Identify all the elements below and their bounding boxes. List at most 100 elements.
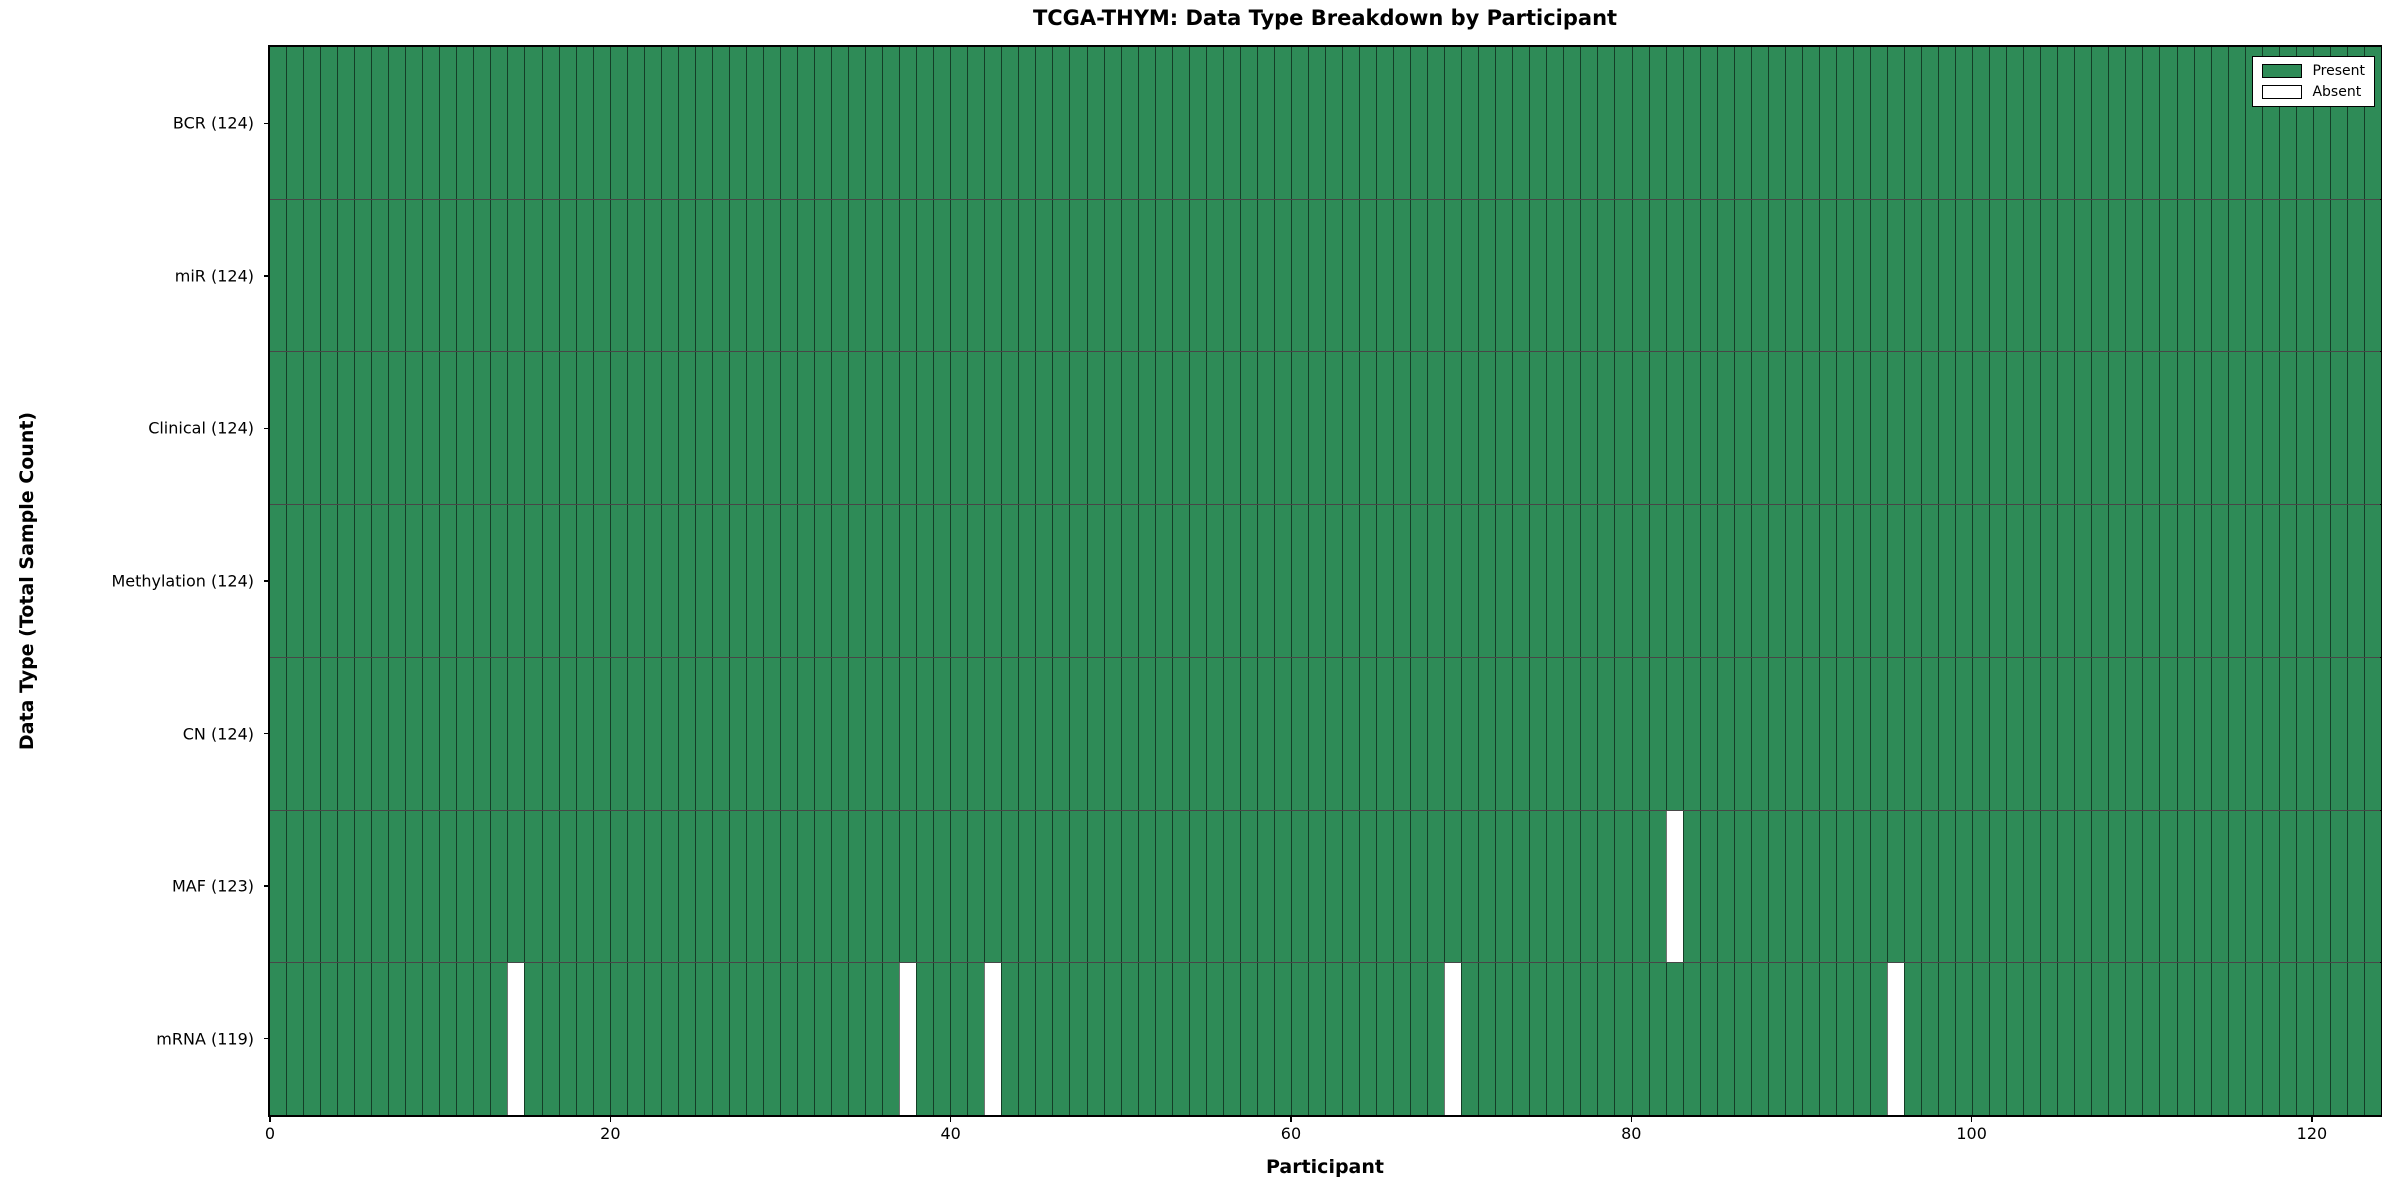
heatmap-cell bbox=[2142, 352, 2160, 505]
heatmap-cell bbox=[1427, 352, 1445, 505]
heatmap-cell bbox=[1597, 199, 1615, 352]
heatmap-cell bbox=[1171, 505, 1189, 657]
heatmap-cell bbox=[1103, 505, 1121, 657]
heatmap-cell bbox=[1256, 810, 1274, 963]
heatmap-cell bbox=[1188, 963, 1206, 1116]
heatmap-cell bbox=[524, 505, 542, 657]
heatmap-cell bbox=[354, 47, 372, 199]
heatmap-cell bbox=[2057, 199, 2075, 352]
heatmap-cell bbox=[2074, 47, 2092, 199]
heatmap-cell bbox=[1444, 505, 1462, 657]
heatmap-cell bbox=[1921, 963, 1939, 1116]
y-tick-label-Methylation: Methylation (124) bbox=[111, 571, 254, 591]
heatmap-cell bbox=[2057, 963, 2075, 1116]
heatmap-cell bbox=[2159, 352, 2177, 505]
heatmap-cell bbox=[388, 199, 406, 352]
heatmap-cell bbox=[1631, 810, 1649, 963]
heatmap-cell bbox=[2261, 505, 2279, 657]
heatmap-cell bbox=[592, 505, 610, 657]
heatmap-cell bbox=[1631, 352, 1649, 505]
heatmap-cell bbox=[2210, 810, 2228, 963]
heatmap-cell bbox=[1120, 810, 1138, 963]
heatmap-cell bbox=[490, 657, 508, 810]
heatmap-cell bbox=[2057, 352, 2075, 505]
heatmap-cell bbox=[2244, 352, 2262, 505]
heatmap-cell bbox=[1682, 657, 1700, 810]
heatmap-cell bbox=[592, 810, 610, 963]
heatmap-cell bbox=[2006, 657, 2024, 810]
heatmap-cell bbox=[2193, 199, 2211, 352]
heatmap-cell bbox=[1273, 505, 1291, 657]
heatmap-cell bbox=[1001, 963, 1019, 1116]
heatmap-cell bbox=[2006, 810, 2024, 963]
heatmap-cell bbox=[865, 657, 883, 810]
heatmap-cell bbox=[1648, 657, 1666, 810]
heatmap-cell bbox=[2023, 505, 2041, 657]
heatmap-cell bbox=[1955, 963, 1973, 1116]
heatmap-cell bbox=[865, 47, 883, 199]
heatmap-cell bbox=[1222, 505, 1240, 657]
heatmap-cell bbox=[933, 199, 951, 352]
heatmap-cell bbox=[643, 199, 661, 352]
heatmap-cell bbox=[2040, 505, 2058, 657]
heatmap-cell bbox=[677, 963, 695, 1116]
heatmap-cell bbox=[2346, 657, 2364, 810]
heatmap-cell bbox=[1103, 352, 1121, 505]
heatmap-cell bbox=[711, 963, 729, 1116]
heatmap-cell bbox=[1086, 352, 1104, 505]
heatmap-cell bbox=[2227, 963, 2245, 1116]
heatmap-cell bbox=[1614, 810, 1632, 963]
heatmap-cell bbox=[1784, 47, 1802, 199]
heatmap-cell bbox=[1852, 47, 1870, 199]
heatmap-cell bbox=[2074, 505, 2092, 657]
heatmap-cell bbox=[1290, 505, 1308, 657]
heatmap-cell bbox=[1529, 963, 1547, 1116]
heatmap-cell bbox=[2125, 47, 2143, 199]
heatmap-cell bbox=[831, 199, 849, 352]
heatmap-cell bbox=[337, 352, 355, 505]
heatmap-cell bbox=[1256, 199, 1274, 352]
heatmap-cell bbox=[1784, 963, 1802, 1116]
heatmap-cell bbox=[728, 352, 746, 505]
heatmap-cell bbox=[848, 657, 866, 810]
heatmap-cell bbox=[814, 199, 832, 352]
heatmap-cell bbox=[2346, 810, 2364, 963]
heatmap-cell bbox=[1835, 199, 1853, 352]
heatmap-cell bbox=[524, 963, 542, 1116]
x-tick-mark bbox=[1290, 1117, 1292, 1122]
heatmap-cell bbox=[388, 505, 406, 657]
heatmap-cell bbox=[1750, 657, 1768, 810]
heatmap-cell bbox=[1444, 352, 1462, 505]
heatmap-cell bbox=[1154, 352, 1172, 505]
heatmap-cell bbox=[779, 47, 797, 199]
heatmap-cell bbox=[660, 963, 678, 1116]
heatmap-cell bbox=[1239, 963, 1257, 1116]
heatmap-cell bbox=[1989, 963, 2007, 1116]
heatmap-cell bbox=[848, 47, 866, 199]
heatmap-cell bbox=[1699, 505, 1717, 657]
heatmap-cell bbox=[1376, 657, 1394, 810]
heatmap-cell bbox=[1171, 963, 1189, 1116]
y-tick-mark bbox=[264, 580, 270, 582]
heatmap-cell bbox=[1648, 199, 1666, 352]
heatmap-cell bbox=[1733, 352, 1751, 505]
heatmap-cell bbox=[2227, 657, 2245, 810]
heatmap-cell bbox=[814, 47, 832, 199]
heatmap-cell bbox=[337, 657, 355, 810]
heatmap-cell bbox=[1307, 47, 1325, 199]
heatmap-cell bbox=[1495, 657, 1513, 810]
heatmap-cell bbox=[2023, 963, 2041, 1116]
heatmap-cell bbox=[762, 199, 780, 352]
heatmap-cell bbox=[779, 810, 797, 963]
heatmap-cell bbox=[2193, 505, 2211, 657]
heatmap-cell bbox=[1410, 199, 1428, 352]
heatmap-cell bbox=[1546, 810, 1564, 963]
heatmap-cell bbox=[1069, 199, 1087, 352]
heatmap-cell bbox=[660, 810, 678, 963]
x-axis-label: Participant bbox=[1265, 1156, 1384, 1178]
heatmap-cell bbox=[1869, 47, 1887, 199]
heatmap-cell bbox=[1784, 657, 1802, 810]
heatmap-cell bbox=[1444, 810, 1462, 963]
heatmap-cell bbox=[2057, 657, 2075, 810]
heatmap-cell bbox=[1699, 199, 1717, 352]
